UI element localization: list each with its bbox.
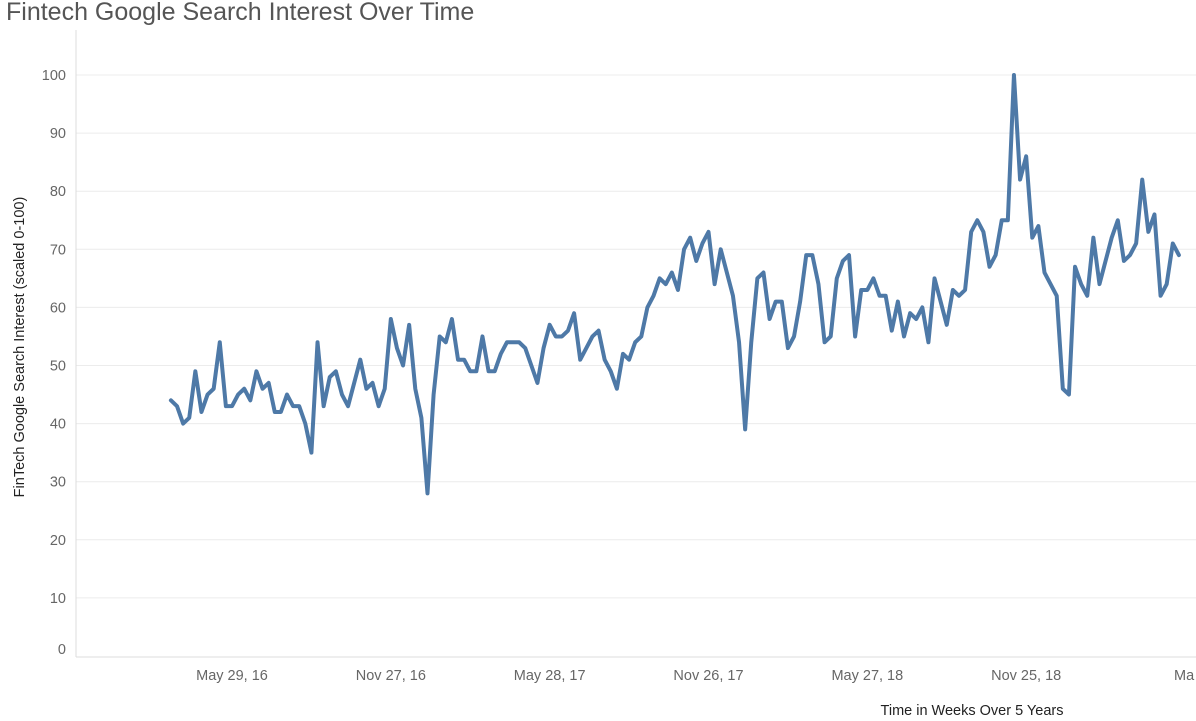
y-tick-label: 60 — [50, 300, 66, 316]
x-tick-labels: May 29, 16 Nov 27, 16 May 28, 17 Nov 26, 17… — [196, 668, 1195, 684]
x-tick-label: May 28, 17 — [514, 668, 586, 684]
y-tick-label: 100 — [42, 68, 66, 84]
y-tick-label: 80 — [50, 184, 66, 200]
y-tick-labels: 0 10 20 30 40 50 60 70 80 90 100 — [42, 68, 66, 658]
x-tick-label: May 29, 16 — [196, 668, 268, 684]
x-tick-label: Ma — [1174, 668, 1195, 684]
x-tick-label: Nov 25, 18 — [991, 668, 1061, 684]
x-axis-label: Time in Weeks Over 5 Years — [881, 703, 1064, 719]
y-tick-label: 50 — [50, 359, 66, 375]
series-line — [168, 73, 1181, 496]
y-tick-label: 10 — [50, 591, 66, 607]
x-tick-label: May 27, 18 — [831, 668, 903, 684]
y-tick-label: 20 — [50, 533, 66, 549]
y-tick-label: 0 — [58, 642, 66, 658]
y-tick-label: 70 — [50, 242, 66, 258]
y-tick-label: 40 — [50, 417, 66, 433]
axes — [75, 30, 1196, 658]
x-tick-label: Nov 26, 17 — [673, 668, 743, 684]
y-axis-label: FinTech Google Search Interest (scaled 0… — [12, 197, 28, 498]
y-tick-label: 90 — [50, 126, 66, 142]
chart-title: Fintech Google Search Interest Over Time — [6, 0, 475, 26]
x-tick-label: Nov 27, 16 — [356, 668, 426, 684]
gridlines — [76, 74, 1196, 599]
y-tick-label: 30 — [50, 475, 66, 491]
